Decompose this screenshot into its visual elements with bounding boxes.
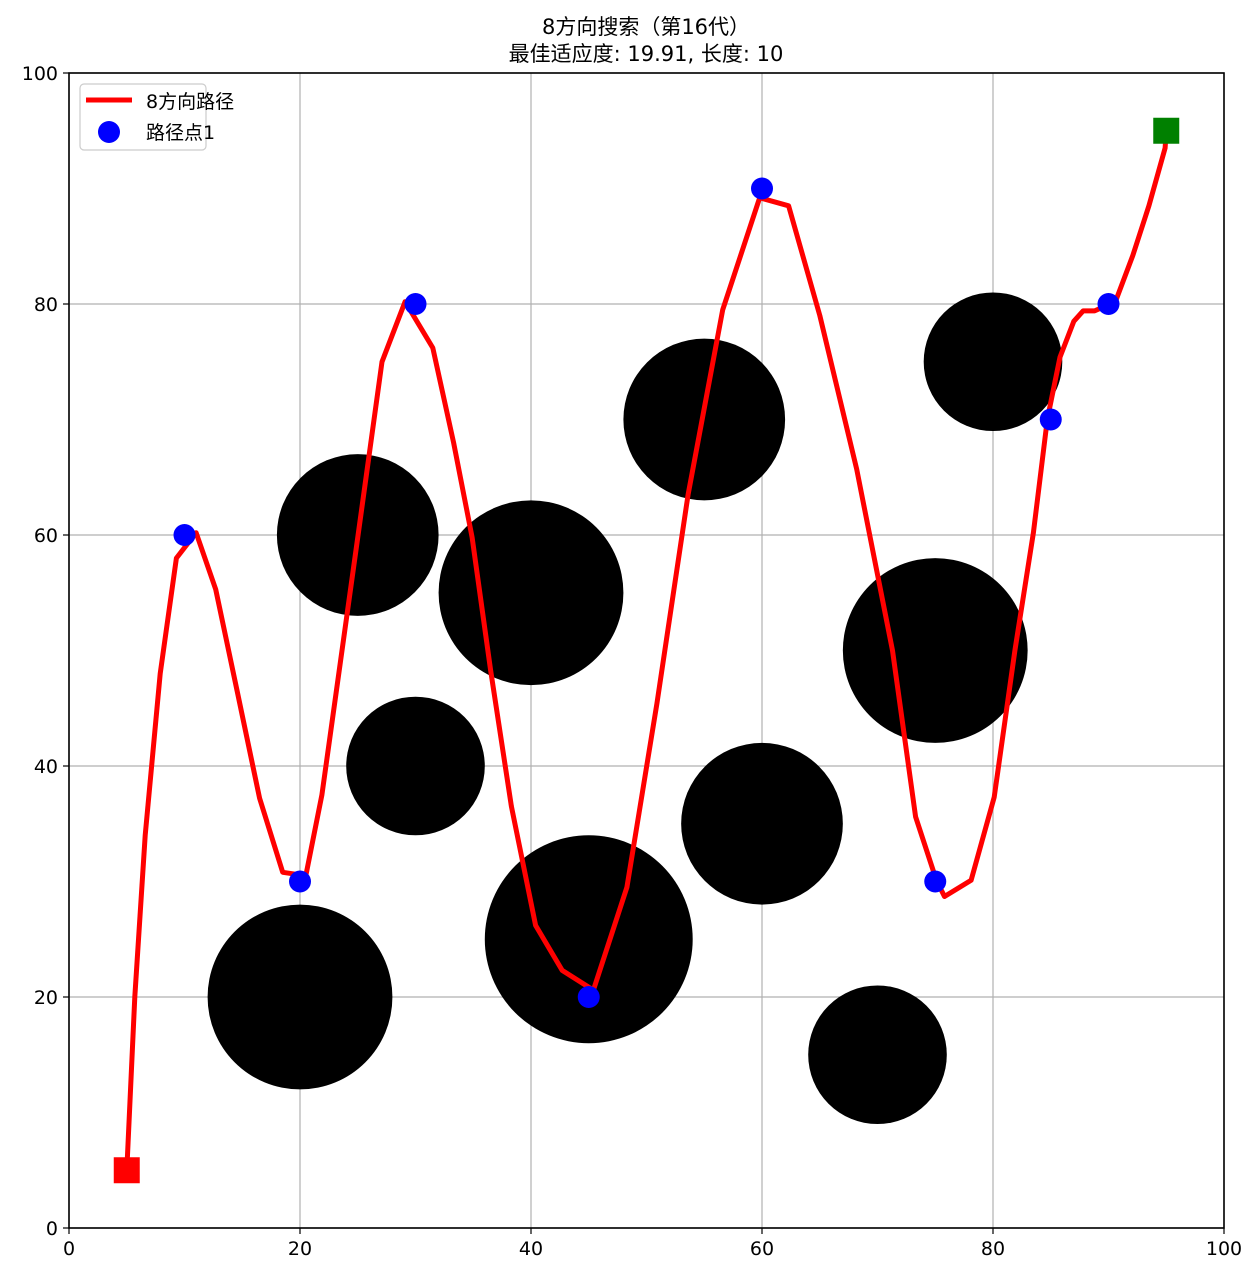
obstacle-circle — [438, 500, 624, 686]
axis-ticks: 0 20 40 60 80 100 0 20 40 60 80 100 — [22, 63, 1242, 1260]
x-tick-label: 0 — [63, 1238, 75, 1260]
obstacle-circle — [681, 742, 843, 905]
y-tick-label: 80 — [34, 294, 58, 316]
plot-frame — [68, 72, 1225, 1229]
waypoint-marker — [404, 293, 427, 315]
legend-label-waypoint: 路径点1 — [146, 122, 215, 144]
legend: 8方向路径 路径点1 — [79, 83, 234, 151]
waypoint-marker — [1097, 293, 1120, 315]
legend-label-path: 8方向路径 — [146, 91, 234, 113]
start-marker — [113, 1157, 140, 1184]
x-tick-label: 60 — [750, 1238, 774, 1260]
obstacle-circle — [207, 904, 393, 1090]
obstacle-circle — [346, 696, 485, 836]
waypoint-marker — [751, 177, 773, 200]
obstacle-circle — [923, 292, 1063, 432]
waypoint-marker — [173, 524, 196, 546]
obstacles — [207, 292, 1063, 1125]
waypoint-marker — [577, 986, 600, 1008]
legend-marker-swatch — [98, 121, 120, 143]
x-tick-label: 100 — [1206, 1238, 1242, 1260]
x-tick-label: 80 — [981, 1238, 1005, 1260]
path-layer — [124, 130, 1169, 1171]
waypoint-marker — [1039, 408, 1062, 431]
y-tick-label: 20 — [34, 987, 58, 1009]
chart-title-line2: 最佳适应度: 19.91, 长度: 10 — [509, 42, 784, 66]
path-line — [124, 130, 1169, 1171]
x-tick-label: 40 — [519, 1238, 543, 1260]
waypoint-marker — [289, 870, 311, 893]
y-tick-label: 0 — [46, 1218, 58, 1240]
goal-marker — [1153, 117, 1180, 144]
obstacle-circle — [808, 985, 947, 1125]
y-tick-label: 60 — [34, 525, 58, 547]
y-tick-label: 100 — [22, 63, 58, 85]
waypoint-marker — [924, 870, 947, 893]
y-tick-label: 40 — [34, 756, 58, 778]
obstacle-circle — [842, 558, 1028, 743]
chart-title-line1: 8方向搜索（第16代） — [542, 15, 750, 39]
x-tick-label: 20 — [288, 1238, 312, 1260]
obstacle-circle — [484, 835, 693, 1044]
markers — [113, 117, 1180, 1184]
